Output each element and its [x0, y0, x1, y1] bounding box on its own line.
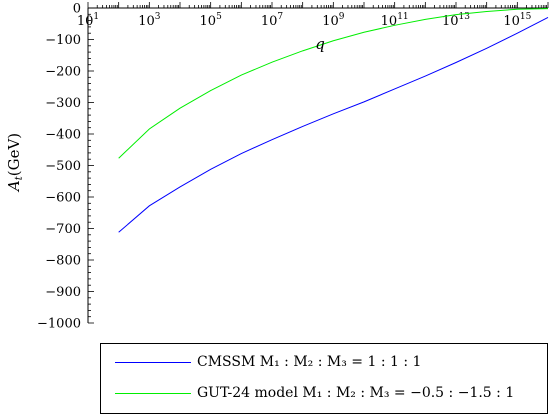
legend-label-cmssm: CMSSM M₁ : M₂ : M₃ = 1 : 1 : 1	[197, 354, 422, 370]
y-tick-label: −100	[45, 33, 81, 48]
x-tick-label: 109	[322, 12, 345, 29]
y-tick-label: −300	[45, 96, 81, 111]
y-tick-label: −800	[45, 254, 81, 269]
legend-swatch-gut24	[115, 392, 191, 394]
legend-swatch-cmssm	[115, 361, 191, 363]
legend-label-gut24: GUT-24 model M₁ : M₂ : M₃ = −0.5 : −1.5 …	[197, 385, 515, 401]
series-line-cmssm	[118, 17, 549, 233]
x-tick-label: 1011	[381, 12, 409, 29]
x-axis: 101 103 105 107 109 1011 1013 1015	[77, 2, 549, 29]
legend-item-cmssm: CMSSM M₁ : M₂ : M₃ = 1 : 1 : 1	[115, 352, 421, 372]
x-tick-label: 101	[77, 12, 99, 29]
y-tick-label: −900	[45, 285, 81, 300]
y-tick-label: −500	[45, 159, 81, 174]
legend: CMSSM M₁ : M₂ : M₃ = 1 : 1 : 1 GUT-24 mo…	[100, 343, 548, 414]
y-axis: 0 −100 −200 −300 −400 −500 −600 −700 −800 −900 −10…	[37, 2, 94, 332]
x-axis-label: q	[315, 35, 325, 53]
y-tick-label: 0	[73, 2, 81, 17]
series-line-gut24	[118, 8, 549, 159]
y-tick-label: −400	[45, 128, 81, 143]
x-tick-label: 107	[261, 12, 284, 29]
y-tick-label: −200	[45, 65, 81, 80]
x-tick-label: 105	[200, 12, 223, 29]
x-tick-label: 103	[138, 12, 161, 29]
y-tick-label: −1000	[37, 317, 81, 332]
x-tick-label: 1015	[503, 12, 531, 29]
legend-item-gut24: GUT-24 model M₁ : M₂ : M₃ = −0.5 : −1.5 …	[115, 383, 514, 403]
y-axis-label: At(GeV)	[5, 133, 25, 193]
y-tick-label: −700	[45, 222, 81, 237]
chart: 0 −100 −200 −300 −400 −500 −600 −700 −800 −900 −10…	[5, 2, 549, 332]
series-lines	[118, 8, 549, 233]
y-tick-label: −600	[45, 191, 81, 206]
x-tick-label: 1013	[442, 12, 470, 29]
